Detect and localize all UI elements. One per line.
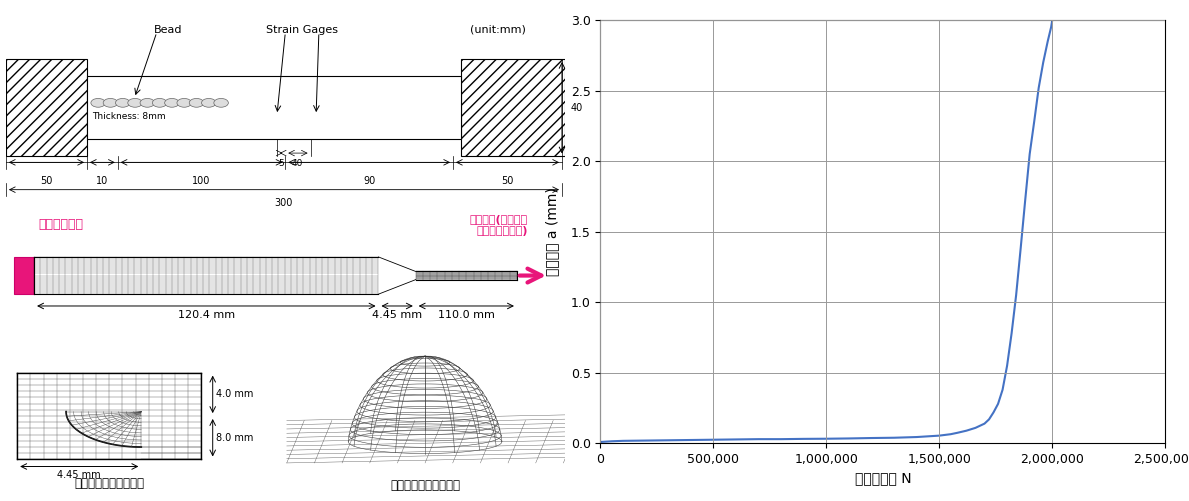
Text: 5: 5 <box>278 159 284 168</box>
Ellipse shape <box>177 99 191 107</box>
Bar <box>6 59 87 156</box>
Bar <box>461 59 565 156</box>
Text: 40: 40 <box>571 103 583 113</box>
Text: 10: 10 <box>96 176 108 186</box>
Text: 全自由度固定: 全自由度固定 <box>38 218 83 231</box>
Text: 4.45 mm: 4.45 mm <box>57 469 101 479</box>
Bar <box>87 76 461 139</box>
Text: 4.0 mm: 4.0 mm <box>216 389 253 399</box>
Text: 110.0 mm: 110.0 mm <box>438 310 495 320</box>
Ellipse shape <box>90 99 106 107</box>
Text: 40: 40 <box>292 159 303 168</box>
Text: 50: 50 <box>40 176 52 186</box>
Ellipse shape <box>164 99 180 107</box>
Ellipse shape <box>115 99 130 107</box>
Text: (unit:mm): (unit:mm) <box>470 25 526 35</box>
Ellipse shape <box>140 99 155 107</box>
Text: 溶接止端部の要素分割: 溶接止端部の要素分割 <box>75 477 144 490</box>
Text: Bead: Bead <box>153 25 182 35</box>
Ellipse shape <box>189 99 203 107</box>
Text: 溶接ビードの要素分割: 溶接ビードの要素分割 <box>390 478 460 491</box>
Ellipse shape <box>127 99 143 107</box>
Text: 100: 100 <box>193 176 210 186</box>
X-axis label: サイクル数 N: サイクル数 N <box>855 471 911 485</box>
Text: 50: 50 <box>502 176 514 186</box>
Ellipse shape <box>152 99 166 107</box>
Text: 90: 90 <box>363 176 376 186</box>
Text: 120.4 mm: 120.4 mm <box>178 310 235 320</box>
Text: Thickness: 8mm: Thickness: 8mm <box>93 112 166 121</box>
Text: 8.0 mm: 8.0 mm <box>216 433 253 443</box>
Ellipse shape <box>214 99 228 107</box>
Ellipse shape <box>103 99 118 107</box>
Text: Strain Gages: Strain Gages <box>266 25 338 35</box>
Text: 4.45 mm: 4.45 mm <box>372 310 422 320</box>
Text: 荷重負荷(負荷方向
変位のみフリー): 荷重負荷(負荷方向 変位のみフリー) <box>470 214 528 236</box>
Y-axis label: 乼裂長さ a (mm): 乼裂長さ a (mm) <box>546 187 560 276</box>
Ellipse shape <box>201 99 216 107</box>
Text: 300: 300 <box>275 198 294 208</box>
Bar <box>14 257 34 294</box>
